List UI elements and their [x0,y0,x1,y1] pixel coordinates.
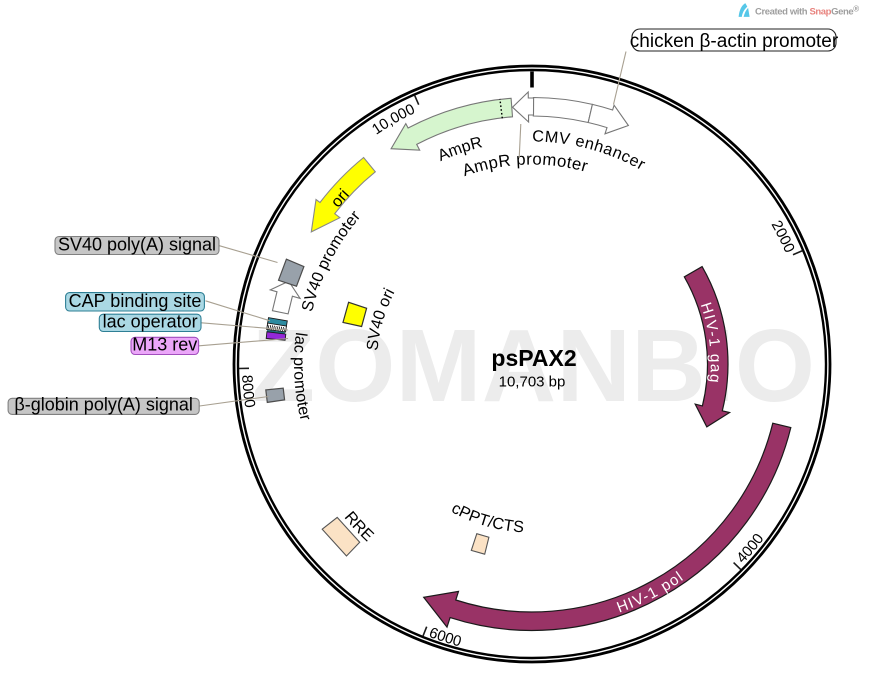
svg-text:lac operator: lac operator [103,312,198,332]
svg-text:8000: 8000 [238,374,258,408]
svg-text:CAP binding site: CAP binding site [69,291,202,311]
svg-text:β-globin poly(A) signal: β-globin poly(A) signal [14,394,192,414]
svg-text:SV40 poly(A) signal: SV40 poly(A) signal [58,235,216,255]
svg-text:Created with SnapGene®: Created with SnapGene® [755,5,859,18]
svg-text:chicken β-actin promoter: chicken β-actin promoter [630,31,839,52]
svg-text:psPAX2: psPAX2 [491,345,576,371]
svg-text:M13 rev: M13 rev [132,335,197,355]
svg-text:10,703 bp: 10,703 bp [499,373,566,390]
